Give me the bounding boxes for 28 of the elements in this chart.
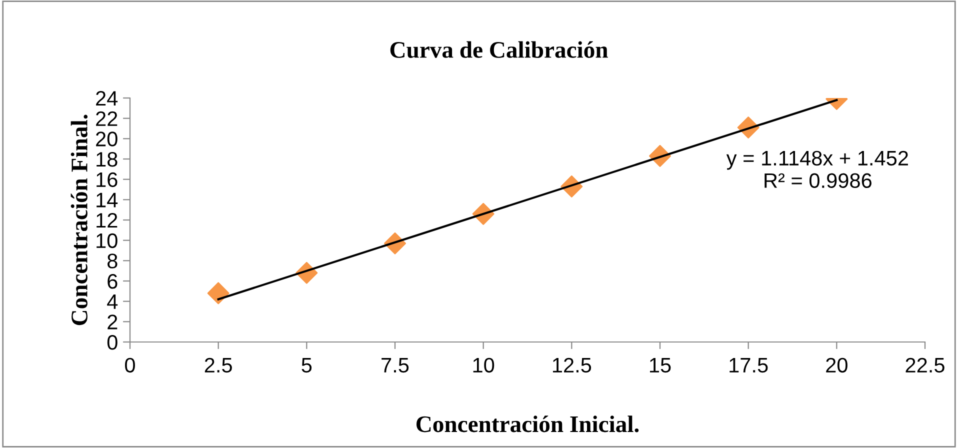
- y-tick-label: 22: [96, 111, 118, 126]
- x-tick-label: 15: [650, 358, 671, 373]
- x-axis-title: Concentración Inicial.: [416, 416, 639, 432]
- y-tick-label: 0: [107, 335, 118, 350]
- chart-title: Curva de Calibración: [390, 41, 608, 58]
- y-tick-label: 18: [96, 152, 118, 167]
- x-tick-label: 17.5: [730, 358, 768, 373]
- y-tick-label: 10: [96, 233, 118, 248]
- y-tick-label: 2: [108, 314, 118, 330]
- y-tick-label: 8: [108, 254, 118, 268]
- y-tick-label: 12: [96, 213, 118, 228]
- x-tick-label: 22.5: [906, 358, 944, 373]
- y-tick-label: 4: [107, 294, 118, 309]
- y-tick-label: 16: [96, 172, 118, 188]
- y-tick-label: 14: [96, 192, 118, 208]
- y-tick-label: 6: [108, 274, 118, 289]
- x-tick-label: 5: [302, 358, 312, 373]
- x-tick-label: 2.5: [204, 358, 232, 373]
- annotation: y = 1.1148x + 1.452 R² = 0.9986: [726, 150, 908, 188]
- x-tick-label: 12.5: [552, 358, 592, 373]
- x-tick-label: 0: [125, 358, 135, 373]
- point: [207, 282, 230, 304]
- x-tick-label: 7.5: [382, 358, 409, 373]
- y-axis-title: Concentración Final.: [70, 114, 88, 326]
- y-tick-label: 24: [96, 91, 118, 106]
- y-tick-label: 20: [96, 132, 118, 146]
- x-tick-label: 20: [826, 358, 848, 373]
- x-tick-label: 10: [473, 358, 494, 373]
